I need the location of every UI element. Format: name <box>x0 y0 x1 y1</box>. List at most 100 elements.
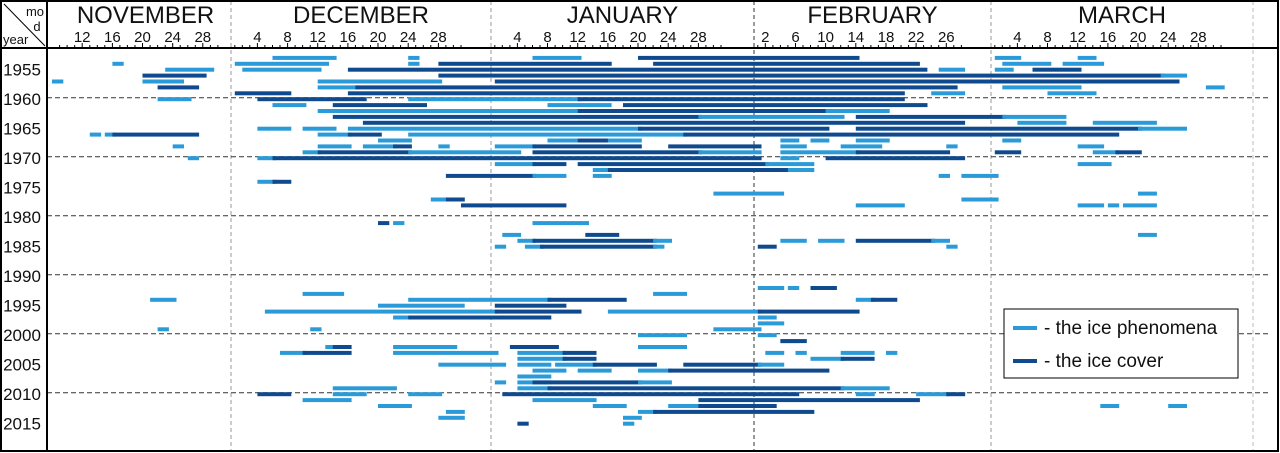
ice-segments <box>52 55 1225 426</box>
day-tick-label: 26 <box>938 29 955 46</box>
corner-diagonal <box>3 3 46 47</box>
ice-phenomena-segment <box>994 55 1022 60</box>
ice-phenomena-segment <box>1002 61 1052 66</box>
ice-cover-segment <box>509 345 559 349</box>
ice-phenomena-segment <box>532 221 589 226</box>
ice-phenomena-segment <box>855 392 875 397</box>
ice-phenomena-segment <box>532 173 567 178</box>
ice-cover-segment <box>698 398 920 403</box>
ice-phenomena-segment <box>408 55 420 60</box>
day-tick-label: 12 <box>569 29 586 46</box>
ice-cover-segment <box>332 345 352 349</box>
legend-cover-swatch <box>1013 359 1037 363</box>
year-label: 1990 <box>3 267 41 286</box>
day-tick-label: 14 <box>847 29 864 46</box>
ice-cover-segment <box>272 156 762 161</box>
ice-phenomena-segment <box>840 350 875 355</box>
ice-phenomena-segment <box>780 156 800 161</box>
day-tick-label: 20 <box>370 29 387 46</box>
day-tick-label: 4 <box>253 29 261 46</box>
corner-year-label: year <box>3 32 29 47</box>
ice-cover-segment <box>257 392 292 397</box>
ice-phenomena-segment <box>577 368 612 373</box>
ice-phenomena-segment <box>257 126 292 131</box>
ice-phenomena-segment <box>302 126 337 131</box>
legend-phenomena-swatch <box>1013 326 1037 330</box>
ice-phenomena-segment <box>757 333 777 338</box>
ice-phenomena-segment <box>362 144 397 149</box>
year-label: 1985 <box>3 238 41 257</box>
ice-cover-segment <box>698 404 777 408</box>
ice-phenomena-segment <box>187 156 200 161</box>
day-tick-label: 28 <box>194 29 211 46</box>
ice-cover-segment <box>840 356 875 361</box>
ice-cover-segment <box>540 244 657 249</box>
day-tick-label: 12 <box>1069 29 1086 46</box>
ice-cover-segment <box>461 203 567 208</box>
ice-phenomena-segment <box>946 244 958 249</box>
ice-cover-segment <box>668 144 762 149</box>
ice-phenomena-segment <box>653 238 672 243</box>
ice-cover-segment <box>577 97 905 102</box>
ice-phenomena-segment <box>1168 404 1187 408</box>
ice-cover-segment <box>668 368 830 373</box>
ice-phenomena-segment <box>445 409 465 414</box>
ice-phenomena-segment <box>1123 203 1157 208</box>
ice-cover-segment <box>517 421 529 426</box>
ice-cover-segment <box>855 114 1007 119</box>
ice-phenomena-segment <box>638 380 672 385</box>
ice-phenomena-segment <box>165 67 215 72</box>
ice-phenomena-segment <box>638 345 687 349</box>
ice-phenomena-segment <box>994 67 1014 72</box>
ice-cover-segment <box>438 61 612 66</box>
ice-cover-segment <box>683 132 1120 137</box>
ice-phenomena-segment <box>317 79 443 84</box>
ice-phenomena-segment <box>502 232 522 237</box>
ice-phenomena-segment <box>825 109 890 113</box>
day-tick-label: 4 <box>513 29 521 46</box>
ice-phenomena-segment <box>494 244 507 249</box>
ice-cover-segment <box>562 350 597 355</box>
ice-phenomena-segment <box>1138 191 1157 196</box>
ice-phenomena-segment <box>1002 138 1022 143</box>
ice-phenomena-segment <box>517 374 552 379</box>
day-tick-label: 4 <box>1013 29 1021 46</box>
day-tick-label: 12 <box>74 29 91 46</box>
ice-cover-segment <box>623 103 928 108</box>
ice-phenomena-segment <box>408 61 420 66</box>
ice-cover-segment <box>142 73 207 78</box>
ice-cover-segment <box>532 144 642 149</box>
ice-cover-segment <box>532 238 657 243</box>
ice-phenomena-segment <box>855 297 875 302</box>
year-label: 1975 <box>3 179 41 198</box>
ice-cover-segment <box>825 156 966 161</box>
ice-phenomena-segment <box>698 114 845 119</box>
year-label: 2015 <box>3 415 41 434</box>
ice-phenomena-segment <box>378 138 412 143</box>
ice-phenomena-segment <box>408 150 522 155</box>
day-tick-label: 16 <box>1100 29 1117 46</box>
ice-phenomena-segment <box>378 303 465 308</box>
ice-phenomena-segment <box>1077 55 1097 60</box>
ice-phenomena-segment <box>280 350 307 355</box>
ice-cover-segment <box>577 162 770 167</box>
ice-cover-segment <box>855 150 951 155</box>
ice-cover-segment <box>638 55 860 60</box>
ice-phenomena-segment <box>408 132 687 137</box>
ice-phenomena-segment <box>555 362 597 367</box>
ice-phenomena-segment <box>1100 404 1120 408</box>
ice-cover-segment <box>355 85 958 90</box>
ice-cover-segment <box>502 392 800 397</box>
month-label: DECEMBER <box>293 2 429 29</box>
day-tick-label: 8 <box>543 29 551 46</box>
ice-phenomena-segment <box>494 162 537 167</box>
day-tick-label: 16 <box>104 29 121 46</box>
ice-cover-segment <box>592 362 657 367</box>
day-tick-label: 8 <box>283 29 291 46</box>
ice-cover-segment <box>577 138 612 143</box>
ice-phenomena-segment <box>757 286 785 290</box>
ice-cover-segment <box>494 309 582 314</box>
ice-cover-segment <box>994 150 1022 155</box>
ice-phenomena-segment <box>780 238 807 243</box>
ice-phenomena-segment <box>938 173 950 178</box>
